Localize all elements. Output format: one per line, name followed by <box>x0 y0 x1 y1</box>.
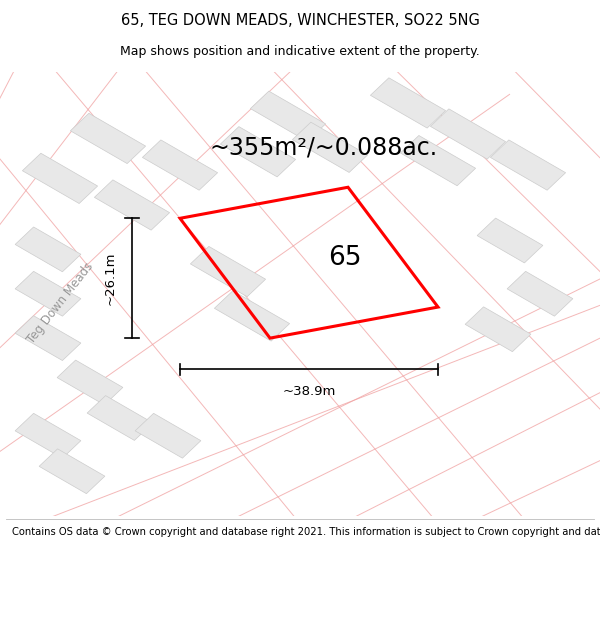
Polygon shape <box>190 246 266 297</box>
Polygon shape <box>490 140 566 190</box>
Polygon shape <box>15 413 81 458</box>
Polygon shape <box>87 396 153 441</box>
Polygon shape <box>15 227 81 272</box>
Polygon shape <box>15 316 81 361</box>
Polygon shape <box>57 360 123 405</box>
Text: ~355m²/~0.088ac.: ~355m²/~0.088ac. <box>210 135 438 159</box>
Polygon shape <box>142 140 218 190</box>
Text: 65: 65 <box>328 245 362 271</box>
Text: 65, TEG DOWN MEADS, WINCHESTER, SO22 5NG: 65, TEG DOWN MEADS, WINCHESTER, SO22 5NG <box>121 12 479 28</box>
Polygon shape <box>135 413 201 458</box>
Polygon shape <box>370 78 446 128</box>
Polygon shape <box>250 91 326 141</box>
Polygon shape <box>214 291 290 341</box>
Text: Map shows position and indicative extent of the property.: Map shows position and indicative extent… <box>120 45 480 58</box>
Polygon shape <box>465 307 531 352</box>
Polygon shape <box>220 127 296 177</box>
Polygon shape <box>400 136 476 186</box>
Text: Contains OS data © Crown copyright and database right 2021. This information is : Contains OS data © Crown copyright and d… <box>12 526 600 536</box>
Polygon shape <box>39 449 105 494</box>
Polygon shape <box>22 153 98 204</box>
Text: Teg Down Meads: Teg Down Meads <box>25 259 95 346</box>
Polygon shape <box>507 271 573 316</box>
Polygon shape <box>430 109 506 159</box>
Text: ~38.9m: ~38.9m <box>283 385 335 398</box>
Polygon shape <box>15 271 81 316</box>
Polygon shape <box>70 113 146 164</box>
Polygon shape <box>477 218 543 263</box>
Polygon shape <box>94 180 170 230</box>
Text: ~26.1m: ~26.1m <box>104 251 117 305</box>
Polygon shape <box>292 122 368 172</box>
